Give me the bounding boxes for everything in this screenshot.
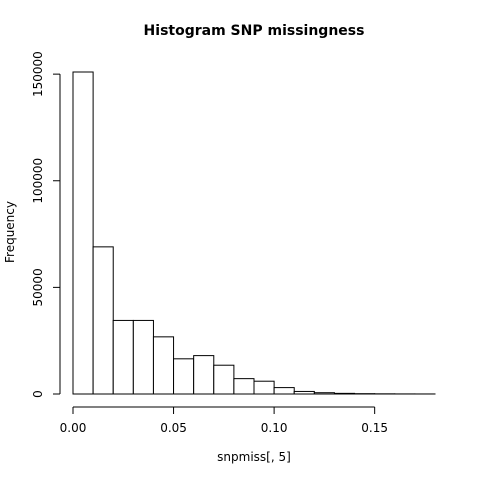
histogram-bar — [153, 337, 173, 394]
y-axis-label: Frequency — [3, 201, 17, 263]
histogram-bar — [113, 320, 133, 394]
histogram-bar — [194, 356, 214, 394]
y-axis: 0 50000 100000 150000 — [31, 51, 60, 398]
x-tick-label: 0.15 — [361, 421, 388, 435]
chart-title: Histogram SNP missingness — [144, 23, 365, 39]
histogram-bar — [314, 393, 334, 394]
histogram-bar — [174, 359, 194, 394]
histogram-bar — [214, 365, 234, 394]
histogram-bar — [254, 381, 274, 394]
histogram-bar — [133, 320, 153, 394]
histogram-bar — [234, 379, 254, 394]
x-axis-label: snpmiss[, 5] — [217, 450, 291, 464]
histogram-bar — [93, 247, 113, 394]
x-tick-label: 0.10 — [261, 421, 288, 435]
histogram-bar — [294, 391, 314, 394]
y-tick-label: 150000 — [31, 51, 45, 97]
histogram-bars — [73, 72, 435, 394]
x-tick-label: 0.00 — [60, 421, 87, 435]
histogram-bar — [73, 72, 93, 394]
y-tick-label: 0 — [31, 390, 45, 398]
histogram-bar — [274, 388, 294, 394]
x-tick-label: 0.05 — [160, 421, 187, 435]
histogram-bar — [334, 393, 354, 394]
y-tick-label: 50000 — [31, 268, 45, 306]
x-axis: 0.00 0.05 0.10 0.15 — [60, 407, 388, 435]
y-tick-label: 100000 — [31, 158, 45, 204]
